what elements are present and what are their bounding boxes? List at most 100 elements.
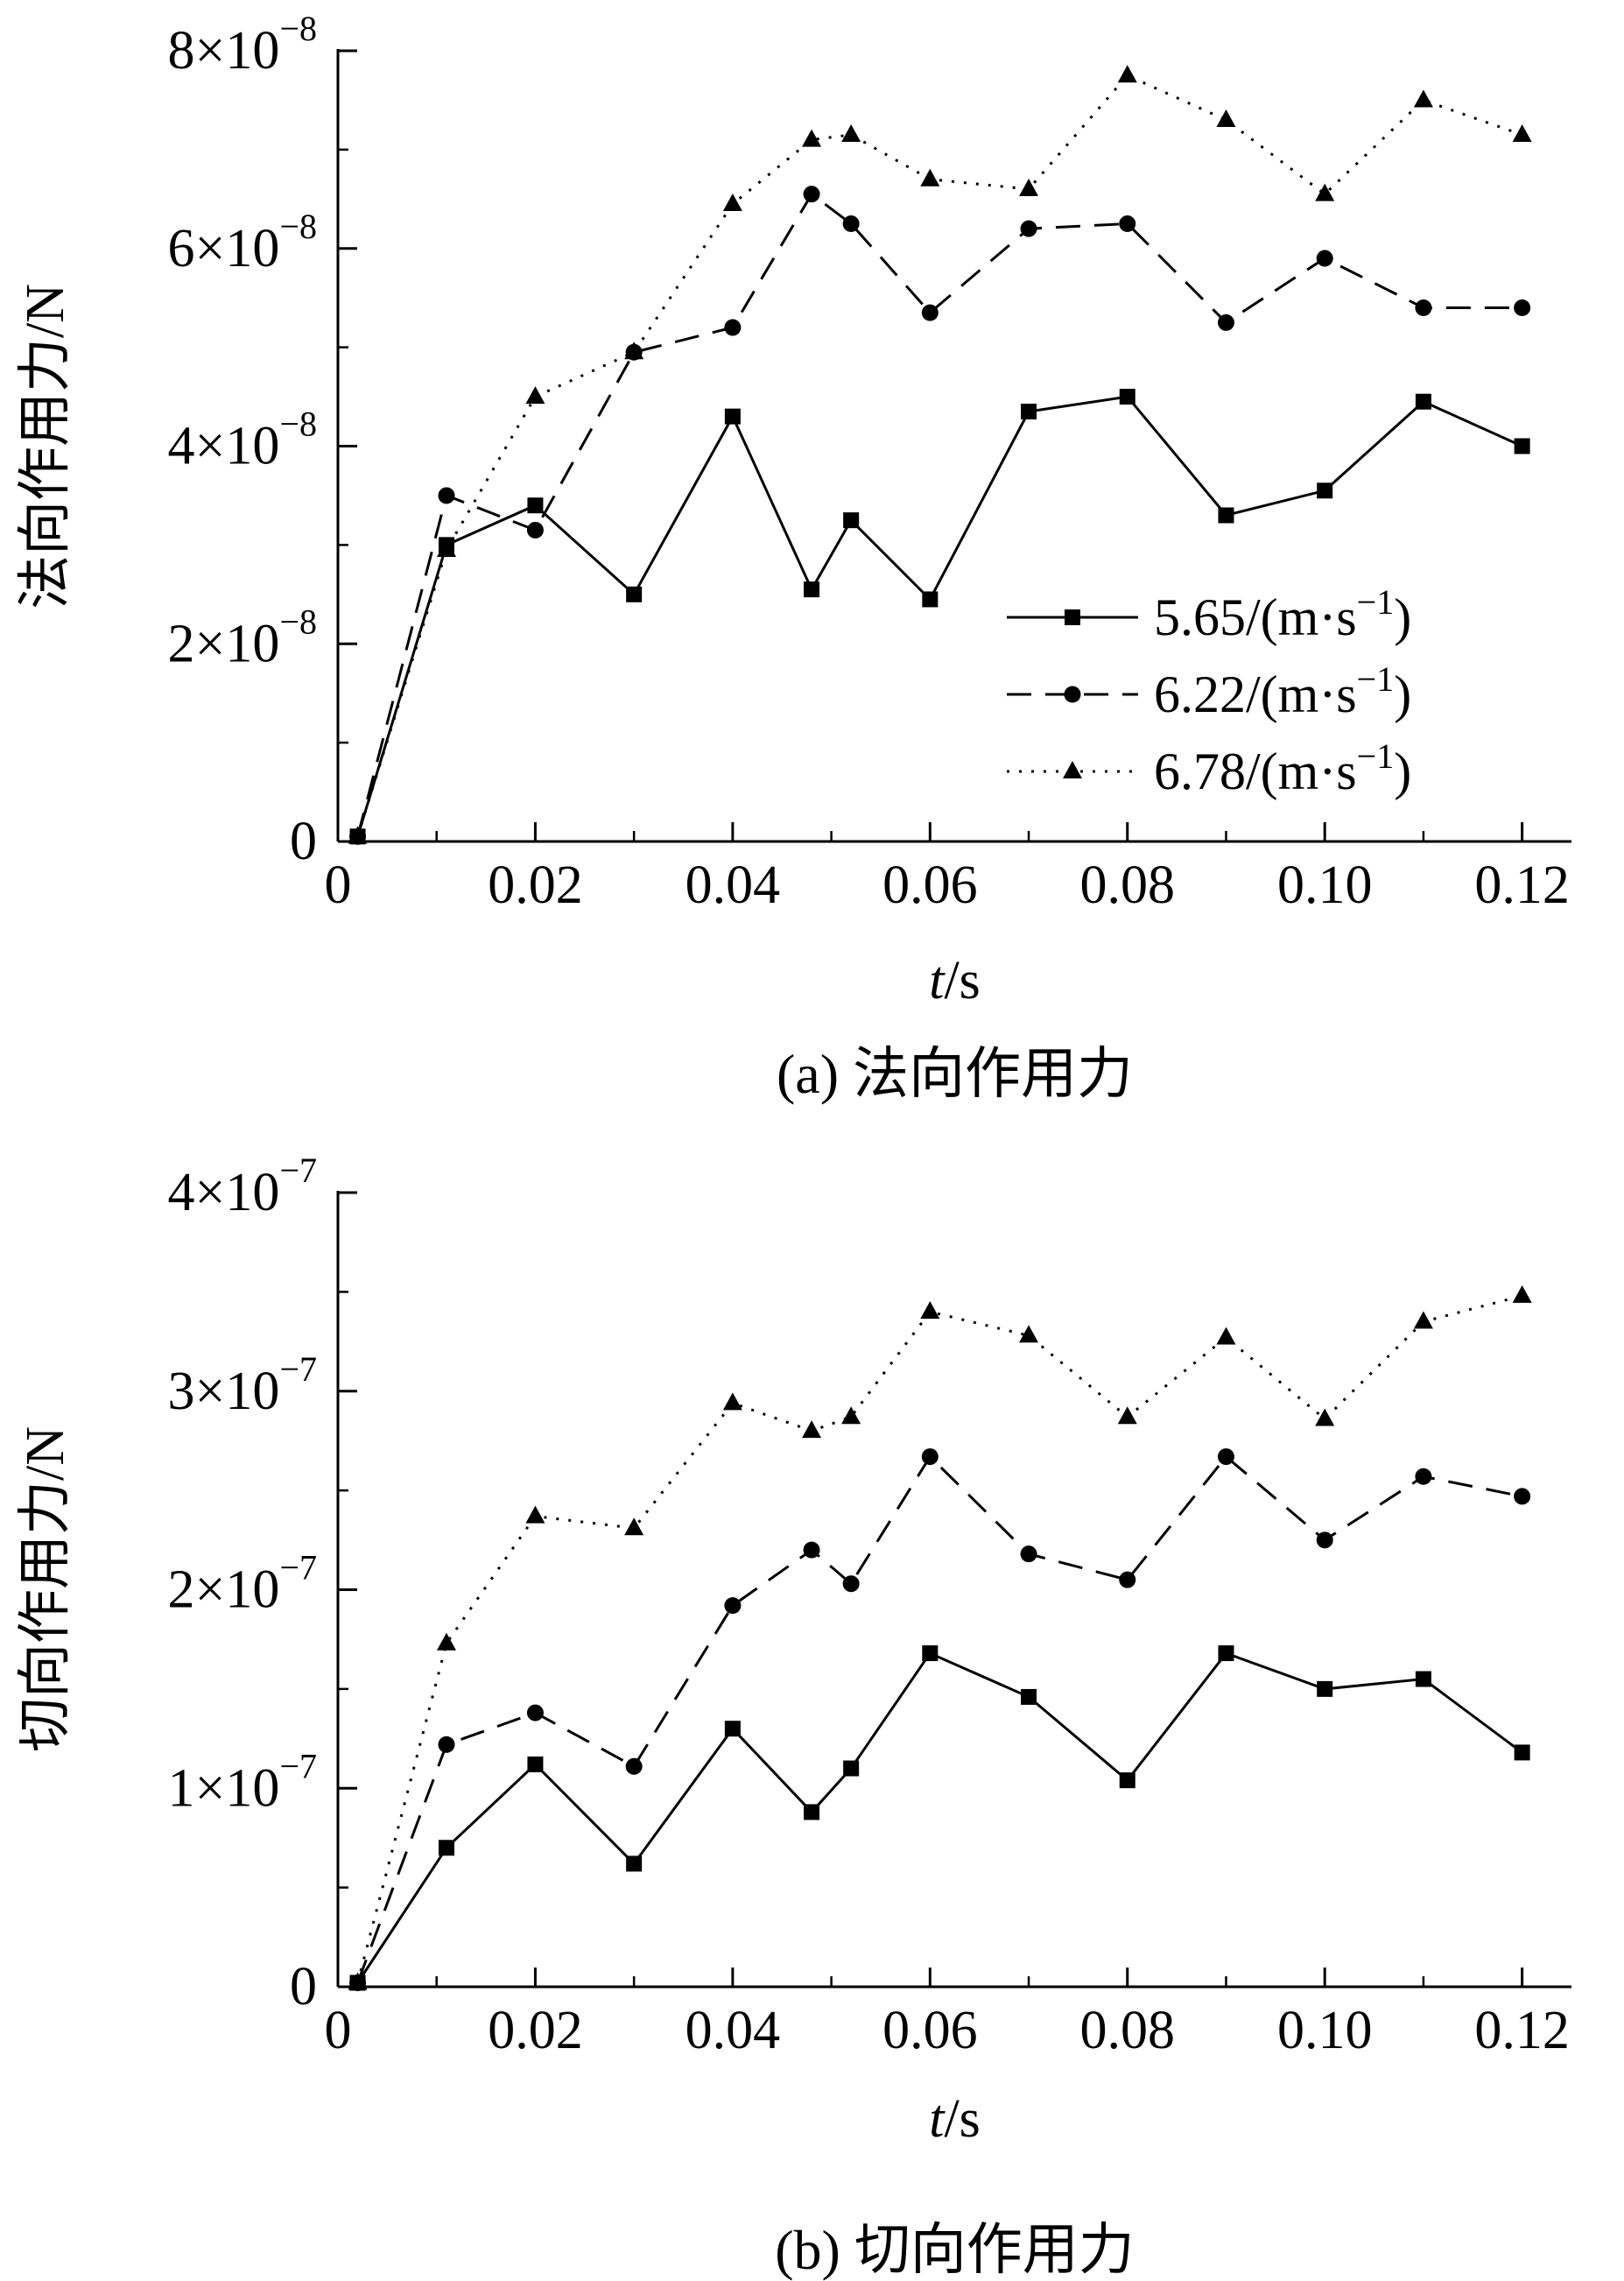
y-tick-label: 2×10−7: [167, 1547, 317, 1620]
data-point-square: [527, 497, 544, 514]
legend-label: 6.78/(m·s−1): [1154, 736, 1411, 800]
data-point-square: [804, 1804, 820, 1820]
chart-b-x-axis-label-unit: /s: [944, 2089, 981, 2149]
data-point-circle: [803, 1541, 820, 1559]
x-tick-label: 0.06: [882, 855, 978, 915]
legend: 5.65/(m·s−1) 6.22/(m·s−1) 6.78/(m·s−1): [1007, 582, 1411, 800]
series-triangle: [348, 1285, 1532, 1990]
data-point-triangle: [920, 168, 940, 187]
chart-a-x-axis-label-unit: /s: [944, 951, 981, 1010]
data-point-triangle: [722, 1392, 742, 1411]
data-point-triangle: [348, 1972, 368, 1990]
y-tick-label: 4×10−7: [167, 1151, 317, 1223]
legend-marker-triangle: [1063, 761, 1082, 778]
axes: [336, 49, 1571, 843]
data-point-triangle: [1413, 89, 1433, 108]
x-tick-label: 0.08: [1080, 2001, 1176, 2060]
data-point-triangle: [624, 1517, 644, 1536]
data-point-triangle: [1512, 123, 1532, 142]
chart-b-caption: (b) 切向作用力: [775, 2219, 1135, 2281]
x-tick-label: 0.10: [1277, 855, 1373, 915]
data-point-circle: [1217, 313, 1234, 331]
y-tick-label: 3×10−7: [167, 1348, 317, 1421]
x-tick-label: 0.04: [685, 2001, 781, 2060]
y-tick-label: 0: [290, 812, 317, 871]
data-point-triangle: [348, 826, 368, 844]
data-point-circle: [1316, 250, 1333, 267]
data-point-square: [1119, 389, 1135, 405]
data-point-triangle: [1315, 183, 1335, 201]
data-point-triangle: [1216, 1327, 1236, 1345]
x-tick-label: 0.06: [882, 2001, 978, 2060]
data-point-triangle: [436, 539, 456, 558]
series-line-solid: [356, 1651, 1523, 1984]
data-point-square: [1119, 1772, 1135, 1789]
legend-label: 6.22/(m·s−1): [1154, 659, 1411, 723]
x-tick-label: 0.12: [1474, 855, 1570, 915]
chart-a-x-axis-label: t/s: [338, 950, 1571, 1012]
data-point-triangle: [722, 193, 742, 211]
data-point-circle: [1415, 299, 1432, 316]
chart-a-plot: 0 0.02 0.04 0.06 0.08 0.10 0.12 0 2×10−8 4×10−8 6×…: [167, 9, 1571, 915]
data-point-square: [1317, 482, 1333, 499]
series-line-solid: [356, 395, 1523, 837]
data-point-circle: [1119, 1571, 1136, 1588]
series-line-dotted: [356, 1294, 1522, 1983]
data-point-square: [626, 1855, 643, 1872]
chart-a-x-axis-label-variable: t: [929, 951, 945, 1010]
series-line-dashed: [356, 192, 1522, 837]
x-axis-ticks: 0 0.02 0.04 0.06 0.08 0.10 0.12: [325, 822, 1570, 915]
data-point-triangle: [1315, 1408, 1335, 1426]
x-tick-label: 0.02: [488, 2001, 583, 2060]
series-line-dashed: [356, 1454, 1522, 1984]
data-point-triangle: [802, 129, 822, 147]
data-point-triangle: [624, 341, 644, 360]
data-point-square: [626, 586, 643, 602]
data-point-triangle: [1019, 179, 1039, 197]
data-point-circle: [526, 1704, 544, 1721]
data-point-circle: [1119, 215, 1136, 233]
y-tick-label: 1×10−7: [167, 1746, 317, 1819]
chart-a-caption: (a) 法向作用力: [776, 1043, 1134, 1105]
data-point-square: [922, 591, 939, 608]
data-point-triangle: [802, 1420, 822, 1439]
data-point-circle: [1316, 1531, 1333, 1549]
data-point-triangle: [1413, 1311, 1433, 1329]
data-point-triangle: [525, 386, 545, 405]
data-point-circle: [1514, 1488, 1531, 1505]
data-point-square: [1021, 1688, 1037, 1705]
data-point-triangle: [1019, 1325, 1039, 1343]
data-point-square: [1317, 1680, 1333, 1697]
data-point-square: [1415, 1671, 1431, 1687]
data-point-square: [922, 1645, 939, 1662]
data-point-triangle: [1117, 65, 1137, 83]
data-point-circle: [724, 319, 742, 336]
y-axis-ticks: 0 2×10−8 4×10−8 6×10−8 8×10−8: [167, 9, 357, 871]
series-square: [349, 1645, 1530, 1991]
legend-marker-square: [1065, 609, 1080, 625]
y-axis-ticks: 0 1×10−7 2×10−7 3×10−7 4×10−7: [167, 1151, 357, 2017]
data-point-square: [843, 512, 860, 529]
chart-b-x-axis-label: t/s: [338, 2088, 1571, 2151]
data-point-triangle: [1216, 109, 1236, 128]
data-point-square: [724, 408, 741, 425]
data-point-circle: [921, 304, 939, 321]
data-point-square: [527, 1757, 544, 1773]
data-point-circle: [1514, 299, 1531, 316]
data-point-circle: [842, 215, 860, 233]
data-point-triangle: [1512, 1285, 1532, 1303]
legend-marker-circle: [1064, 686, 1081, 703]
series-triangle: [348, 65, 1532, 844]
x-axis-ticks: 0 0.02 0.04 0.06 0.08 0.10 0.12: [325, 1968, 1570, 2060]
data-point-circle: [1415, 1468, 1432, 1485]
series-square: [349, 389, 1530, 845]
data-point-circle: [724, 1597, 742, 1615]
x-tick-label: 0.12: [1474, 2001, 1570, 2060]
legend-label: 5.65/(m·s−1): [1154, 582, 1411, 646]
y-tick-label: 0: [290, 1957, 317, 2017]
data-point-square: [1514, 1744, 1530, 1761]
data-point-square: [1415, 393, 1431, 410]
y-tick-label: 6×10−8: [167, 206, 317, 278]
x-tick-label: 0: [325, 2001, 352, 2060]
